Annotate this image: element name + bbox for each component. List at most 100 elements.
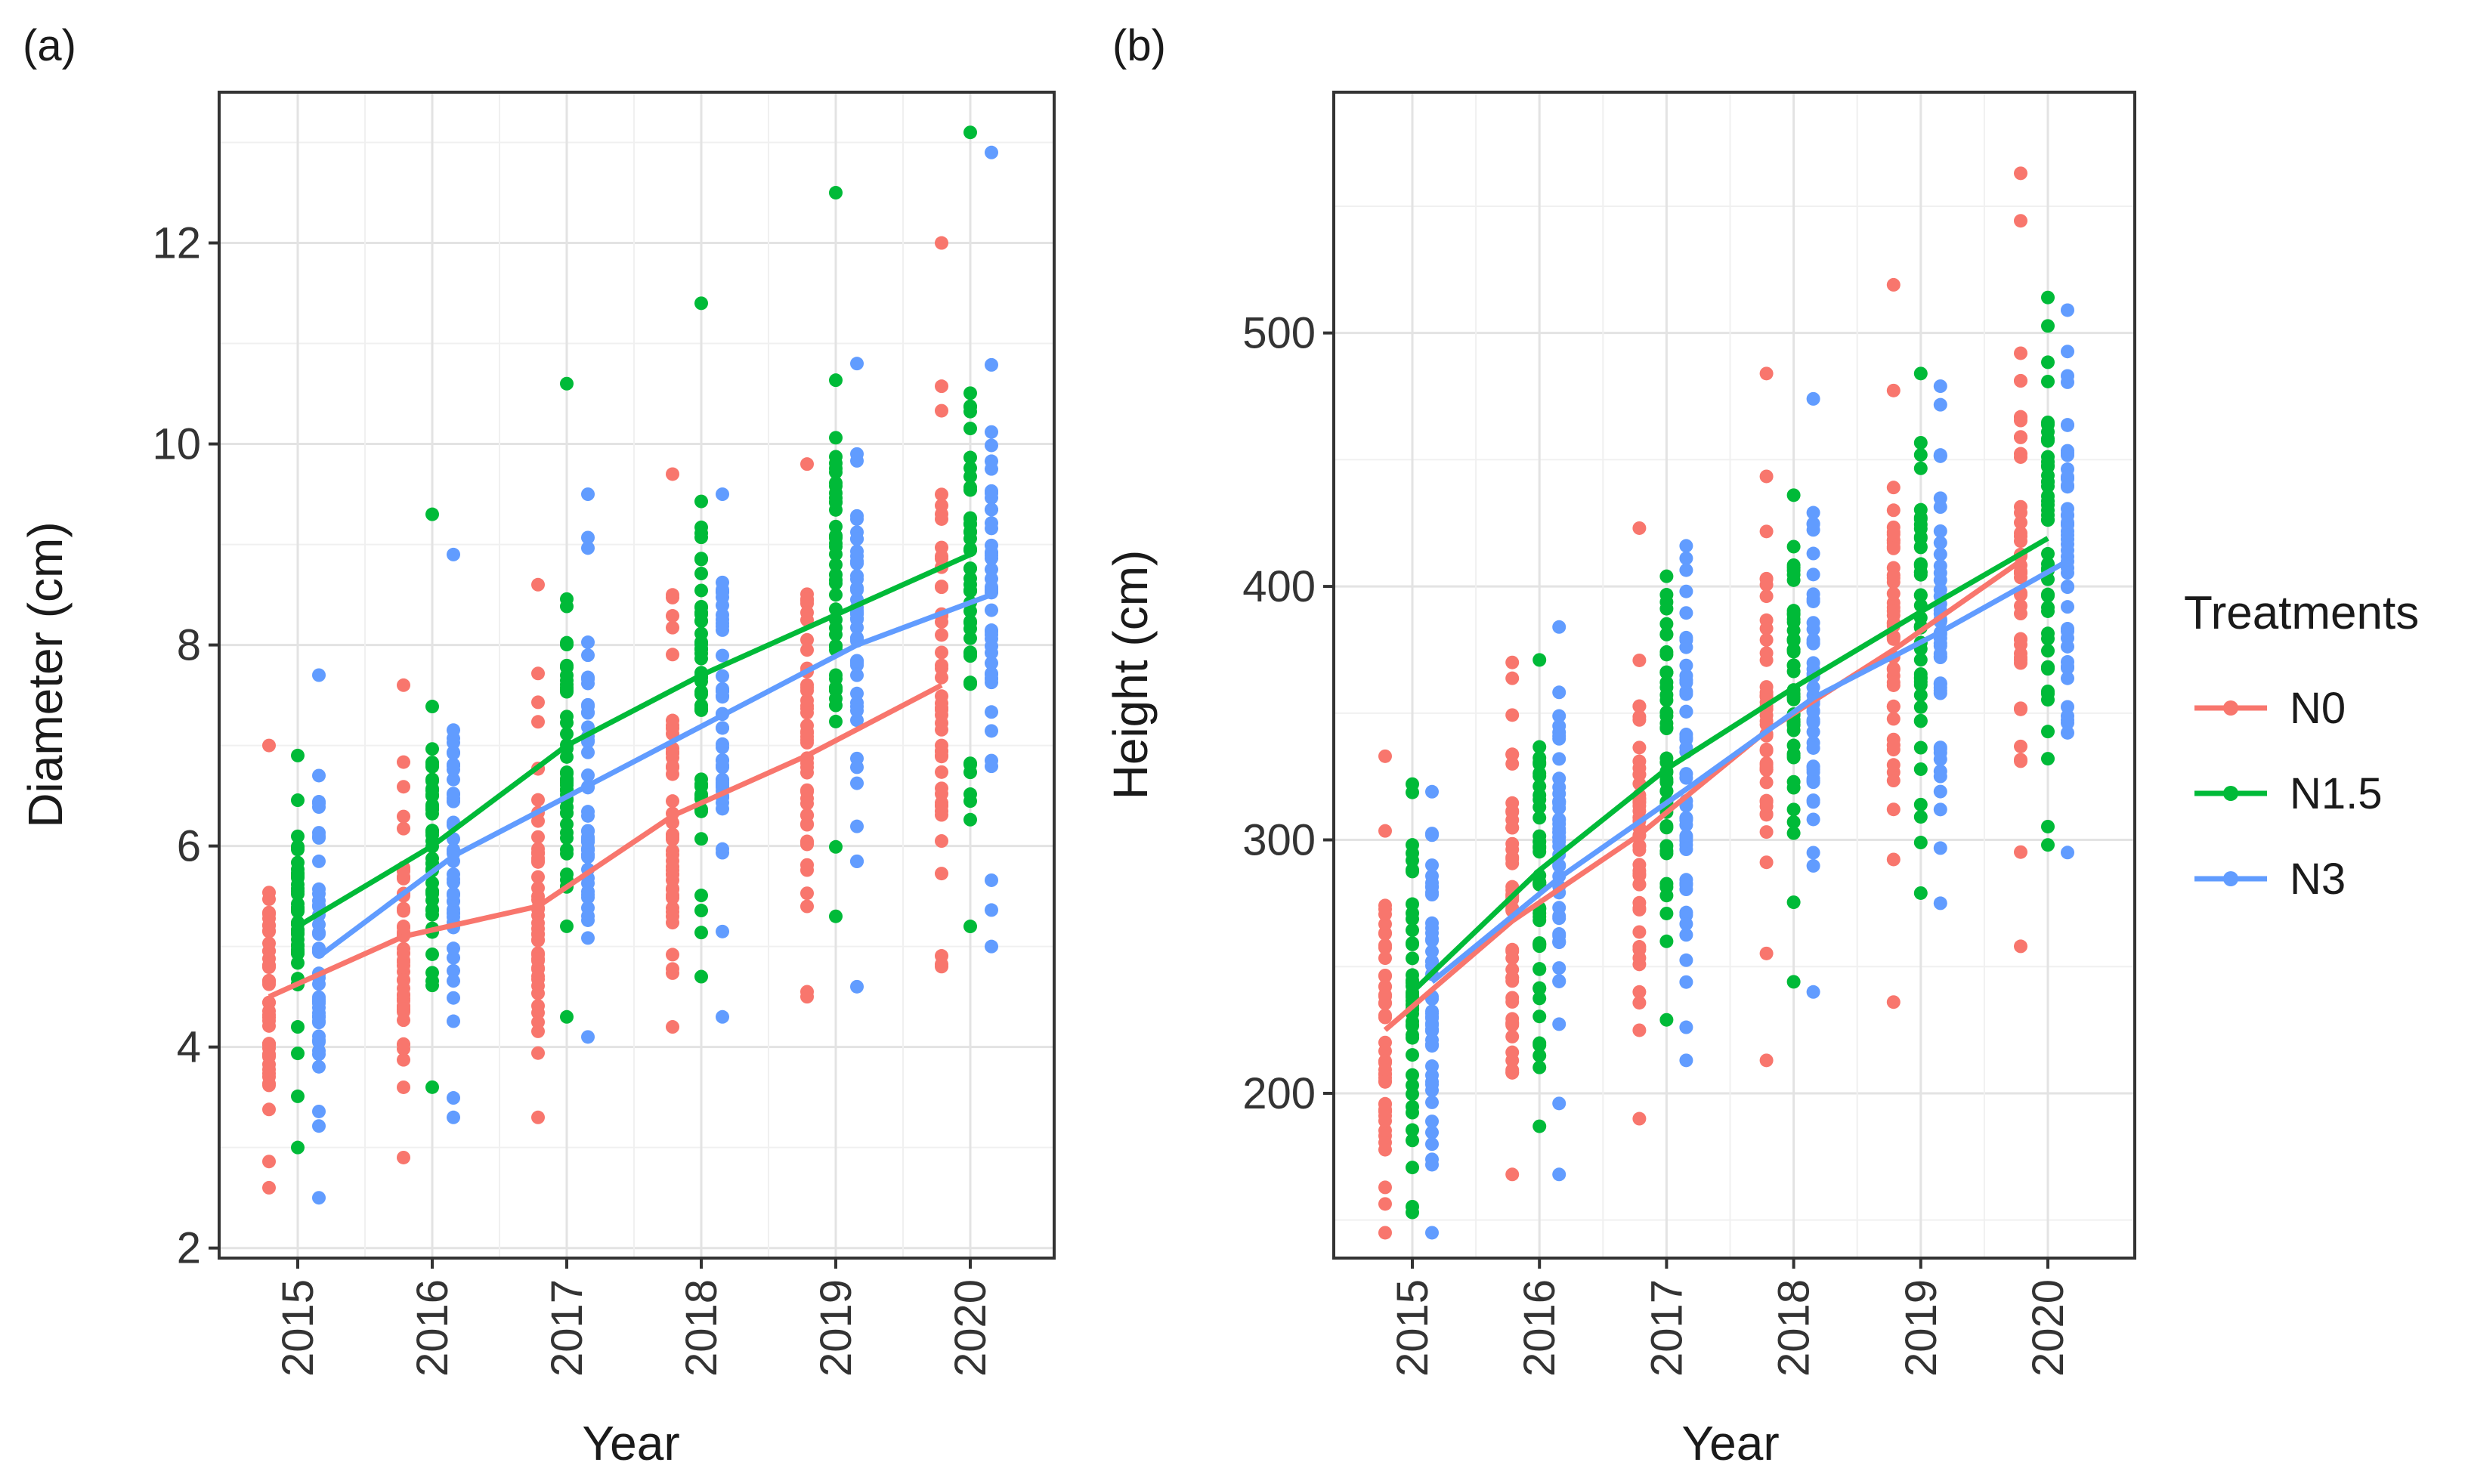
height-point-N0 [1632, 951, 1647, 965]
diameter-point-N3 [985, 603, 998, 617]
diameter-point-N1.5 [963, 631, 977, 645]
height-point-N3 [1425, 1226, 1439, 1240]
height-point-N1.5 [2041, 290, 2055, 305]
height-point-N3 [1679, 953, 1693, 967]
height-point-N0 [1759, 589, 1774, 604]
diameter-point-N1.5 [425, 979, 439, 993]
diameter-point-N3 [850, 751, 864, 765]
diameter-point-N1.5 [694, 703, 708, 717]
height-point-N1.5 [2041, 417, 2055, 431]
diameter-point-N3 [716, 575, 729, 589]
diameter-point-N3 [850, 713, 864, 728]
height-point-N3 [1679, 1020, 1693, 1034]
height-point-N1.5 [1786, 815, 1801, 829]
height-y-axis-title: Height (cm) [1103, 550, 1158, 800]
diameter-point-N3 [985, 580, 998, 594]
diameter-point-N3 [850, 979, 864, 994]
diameter-point-N0 [262, 1155, 276, 1169]
height-point-N1.5 [1913, 670, 1928, 685]
diameter-point-N1.5 [829, 547, 843, 561]
diameter-point-N3 [716, 721, 729, 735]
height-point-N1.5 [1913, 740, 1928, 755]
legend-entry-N0: N0 [2194, 684, 2346, 733]
diameter-point-N0 [262, 1038, 276, 1053]
height-point-N3 [1806, 517, 1820, 531]
height-point-N0 [1505, 994, 1520, 1009]
height-point-N1.5 [1533, 938, 1547, 952]
diameter-point-N1.5 [560, 846, 574, 861]
diameter-point-N0 [935, 499, 948, 513]
height-point-N1.5 [1913, 762, 1928, 776]
diameter-point-N0 [935, 645, 948, 660]
height-point-N0 [1505, 971, 1520, 985]
diameter-point-N0 [397, 678, 410, 692]
diameter-point-N3 [447, 772, 460, 787]
diameter-point-N3 [581, 848, 595, 862]
height-point-N0 [2014, 373, 2027, 388]
diameter-point-N0 [531, 1110, 545, 1124]
height-point-N0 [1378, 917, 1392, 932]
diameter-point-N3 [447, 1014, 460, 1028]
height-point-N0 [1886, 604, 1901, 618]
height-x-tick-label: 2020 [2024, 1279, 2073, 1377]
height-point-N0 [1378, 969, 1392, 983]
height-point-N0 [1505, 671, 1520, 685]
diameter-point-N0 [800, 678, 814, 692]
height-point-N1.5 [1533, 981, 1547, 995]
diameter-point-N1.5 [694, 296, 708, 311]
height-point-N0 [1759, 366, 1774, 381]
height-point-N0 [1886, 802, 1901, 817]
height-point-N1.5 [1659, 906, 1674, 920]
diameter-point-N0 [800, 725, 814, 739]
height-point-N0 [1886, 995, 1901, 1009]
height-point-N0 [1759, 621, 1774, 635]
diameter-y-tick-label: 6 [177, 822, 201, 871]
height-point-N3 [1806, 594, 1820, 608]
height-point-N1.5 [1913, 435, 1928, 450]
height-point-N0 [1886, 678, 1901, 692]
diameter-point-N1.5 [694, 552, 708, 566]
height-point-N0 [1886, 541, 1901, 555]
height-point-N3 [1679, 584, 1693, 598]
height-point-N0 [1505, 708, 1520, 722]
diameter-point-N1.5 [963, 812, 977, 827]
height-point-N1.5 [1913, 366, 1928, 381]
height-point-N3 [1552, 780, 1567, 794]
height-point-N0 [1886, 852, 1901, 867]
diameter-point-N0 [935, 512, 948, 526]
height-point-N1.5 [1659, 876, 1674, 891]
diameter-point-N1.5 [291, 839, 305, 854]
height-point-N1.5 [1406, 906, 1419, 920]
height-point-N0 [1759, 689, 1774, 703]
diameter-point-N1.5 [291, 956, 305, 970]
diameter-point-N1.5 [963, 561, 977, 576]
diameter-point-N3 [447, 974, 460, 988]
height-point-N1.5 [1913, 502, 1928, 517]
diameter-point-N0 [666, 467, 679, 481]
height-point-N1.5 [1533, 755, 1547, 769]
diameter-x-tick-label: 2016 [408, 1279, 457, 1377]
height-point-N1.5 [1659, 617, 1674, 631]
height-point-N3 [1552, 709, 1567, 723]
height-point-N1.5 [1406, 1068, 1419, 1082]
legend-entry-N3: N3 [2194, 855, 2346, 904]
height-point-N0 [1886, 586, 1901, 601]
diameter-point-N1.5 [560, 867, 574, 882]
height-point-N3 [1425, 1074, 1439, 1089]
height-point-N0 [1378, 979, 1392, 994]
height-mean-line-N0 [1383, 558, 2023, 1032]
height-point-N3 [1552, 719, 1567, 733]
diameter-point-N1.5 [560, 776, 574, 790]
diameter-point-N3 [581, 648, 595, 663]
diameter-point-N3 [581, 884, 595, 898]
diameter-point-N3 [447, 941, 460, 956]
height-point-N1.5 [1913, 531, 1928, 546]
height-point-N1.5 [1406, 853, 1419, 867]
height-point-N0 [2014, 739, 2027, 753]
height-point-N1.5 [1786, 558, 1801, 572]
diameter-point-N1.5 [829, 909, 843, 923]
diameter-point-N3 [985, 484, 998, 498]
diameter-point-N0 [666, 609, 679, 623]
